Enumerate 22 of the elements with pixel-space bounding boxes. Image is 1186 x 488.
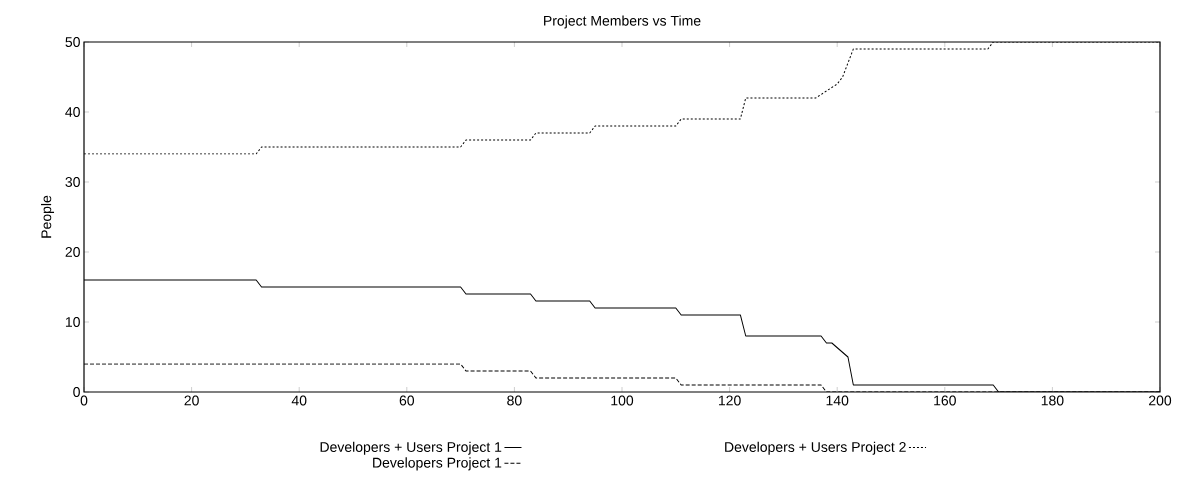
y-tick-label: 40 — [65, 107, 80, 117]
y-tick-label: 50 — [65, 37, 80, 47]
y-tick-label: 30 — [65, 177, 80, 187]
y-tick-label: 20 — [65, 247, 80, 257]
x-tick-label: 160 — [934, 395, 956, 406]
x-tick-label: 120 — [718, 395, 741, 406]
y-tick-label: 0 — [73, 387, 80, 397]
legend-label: Developers + Users Project 1 — [320, 441, 502, 455]
x-tick-label: 180 — [1041, 395, 1064, 406]
x-tick-label: 80 — [507, 395, 522, 406]
x-tick-label: 0 — [80, 395, 88, 406]
legend-label: Developers Project 1 — [373, 457, 502, 471]
x-tick-label: 100 — [611, 395, 634, 406]
y-tick-label: 10 — [65, 317, 80, 327]
y-axis-title: People — [40, 195, 55, 238]
x-tick-label: 40 — [291, 395, 307, 406]
x-tick-label: 200 — [1149, 395, 1172, 406]
x-tick-label: 60 — [399, 395, 415, 406]
x-tick-label: 20 — [184, 395, 199, 406]
legend-label: Developers + Users Project 2 — [725, 441, 906, 455]
chart-title: Project Members vs Time — [544, 15, 701, 29]
x-tick-label: 140 — [826, 395, 849, 406]
